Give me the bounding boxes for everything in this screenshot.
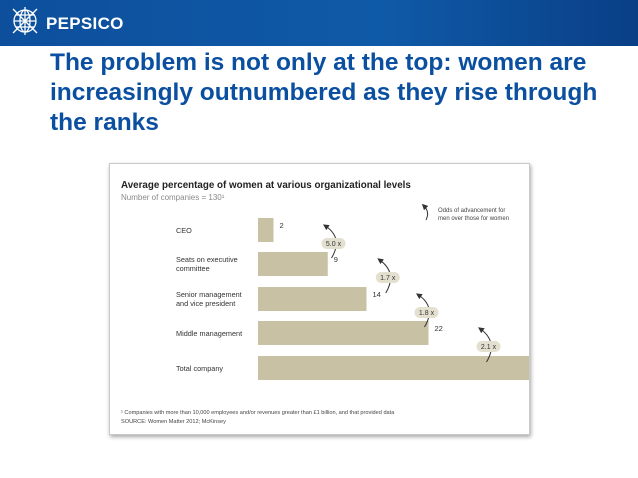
chart-source: SOURCE: Women Matter 2012; McKinsey <box>121 419 226 425</box>
bar-value-label: 22 <box>435 324 443 333</box>
brand-logo-text: PEPSICO <box>46 14 124 33</box>
chart-footnote: ¹ Companies with more than 10,000 employ… <box>121 410 395 416</box>
header-banner: PEPSICO <box>0 0 638 46</box>
bar <box>258 287 367 311</box>
bar <box>258 252 328 276</box>
category-label: committee <box>176 264 210 273</box>
category-label: and vice president <box>176 299 235 308</box>
legend-text-line-1: Odds of advancement for <box>438 208 505 214</box>
bar <box>258 218 274 242</box>
category-label: Senior management <box>176 290 242 299</box>
category-label: Total company <box>176 364 223 373</box>
bar-value-label: 9 <box>334 255 338 264</box>
odds-pill <box>414 307 439 318</box>
category-label: Middle management <box>176 329 242 338</box>
odds-pill <box>476 341 501 352</box>
pepsico-globe-icon <box>12 7 38 35</box>
chart-panel: Average percentage of women at various o… <box>109 163 530 435</box>
category-label: CEO <box>176 226 192 235</box>
bar-value-label: 2 <box>280 221 284 230</box>
odds-pill <box>321 238 346 249</box>
category-label: Seats on executive <box>176 255 238 264</box>
odds-label: 1.7 x <box>380 275 396 282</box>
chart-title: Average percentage of women at various o… <box>121 180 411 191</box>
chart-subtitle: Number of companies = 130¹ <box>121 193 225 202</box>
bar-value-label: 14 <box>373 290 381 299</box>
odds-label: 1.8 x <box>419 310 435 317</box>
legend-text-line-2: men over those for women <box>438 216 509 222</box>
page-title: The problem is not only at the top: wome… <box>50 49 598 136</box>
odds-pill <box>375 272 400 283</box>
bar <box>258 356 529 380</box>
bar-chart: Average percentage of women at various o… <box>121 180 529 425</box>
bar <box>258 321 429 345</box>
odds-label: 5.0 x <box>326 241 342 248</box>
odds-label: 2.1 x <box>481 344 497 351</box>
legend-curved-arrow-icon <box>421 203 429 221</box>
